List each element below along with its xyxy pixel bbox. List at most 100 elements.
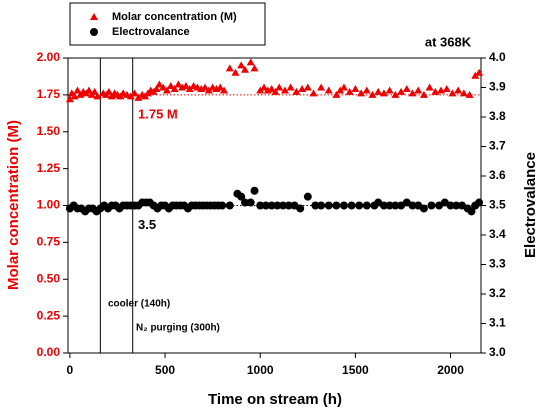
data-point [256,86,265,94]
y2-axis-label: Electrovalance [522,152,539,258]
reference-label: 3.5 [138,217,156,232]
data-point [408,89,417,97]
data-point [267,84,276,92]
data-point [317,83,326,91]
data-point [126,92,135,100]
data-point [130,89,139,97]
x-tick-label: 2000 [437,363,464,377]
y2-tick-label: 3.1 [489,316,506,330]
event-label: cooler (140h) [108,299,170,310]
data-point [475,198,484,207]
data-point [303,83,312,91]
y2-tick-label: 3.7 [489,139,506,153]
data-point [339,201,348,210]
y-tick-label: 0.25 [37,308,61,322]
data-point [174,80,183,88]
data-point [220,86,229,94]
data-point [201,83,210,91]
data-point [65,95,74,103]
data-point [324,86,333,94]
data-point [159,83,168,91]
data-point [309,89,318,97]
legend-marker [90,13,98,20]
data-point [362,201,371,210]
data-point [296,204,305,213]
y-tick-label: 1.75 [37,87,61,101]
data-point [241,198,249,207]
data-point [374,87,383,95]
data-point [465,90,474,98]
y2-tick-label: 3.3 [489,257,506,271]
data-point [216,83,225,91]
data-point [104,87,113,95]
y-tick-label: 1.50 [37,124,61,138]
data-point [385,201,394,210]
y-tick-label: 0.50 [37,271,61,285]
data-point [425,83,434,91]
data-point [284,201,293,210]
x-axis-label: Time on stream (h) [208,391,342,408]
data-point [442,84,451,92]
data-point [267,201,276,210]
data-point [256,201,265,210]
data-point [446,201,455,210]
data-point [275,83,284,91]
data-point [368,90,377,98]
data-point [162,86,171,94]
y2-tick-label: 3.8 [489,109,506,123]
y-tick-label: 1.00 [37,198,61,212]
data-point [448,89,457,97]
data-point [357,89,366,97]
data-point [452,201,461,210]
data-point [231,68,240,76]
y-tick-label: 1.25 [37,161,61,175]
data-point [419,90,428,98]
data-point [298,84,307,92]
data-point [170,84,179,92]
data-point [166,82,175,90]
data-point [155,80,164,88]
data-point [397,87,406,95]
data-point [437,86,446,94]
data-point [261,201,270,210]
x-tick-label: 1000 [247,363,274,377]
data-point [273,201,282,210]
y2-tick-label: 3.0 [489,345,506,359]
y2-tick-label: 3.4 [489,227,506,241]
data-point [246,198,255,207]
y2-tick-label: 4.0 [489,50,506,64]
chart-title: at 368K [425,34,472,49]
data-point [475,68,484,76]
data-point [182,82,190,90]
data-point [93,92,102,100]
y-tick-label: 0.00 [37,345,61,359]
data-point [345,87,354,95]
data-point [225,201,234,210]
x-tick-label: 1500 [342,363,369,377]
data-point [246,58,255,66]
data-point [454,86,463,94]
y-axis-label: Molar concentration (M) [5,120,22,290]
data-point [185,84,194,92]
legend-label: Electrovalance [112,26,190,38]
data-point [339,83,348,91]
event-label: N₂ purging (300h) [136,323,220,334]
data-point [402,84,411,92]
data-point [362,86,371,94]
data-point [355,201,364,210]
data-point [332,90,341,98]
data-point [303,192,312,201]
data-point [225,64,234,72]
data-point [311,201,320,210]
data-point [260,83,269,91]
data-point [391,90,400,98]
data-point [351,84,360,92]
data-point [271,87,280,95]
data-point [347,201,356,210]
y2-tick-label: 3.6 [489,168,506,182]
data-point [241,65,249,73]
reference-label: 1.75 M [138,106,178,121]
x-tick-label: 500 [155,363,175,377]
data-point [204,86,213,94]
